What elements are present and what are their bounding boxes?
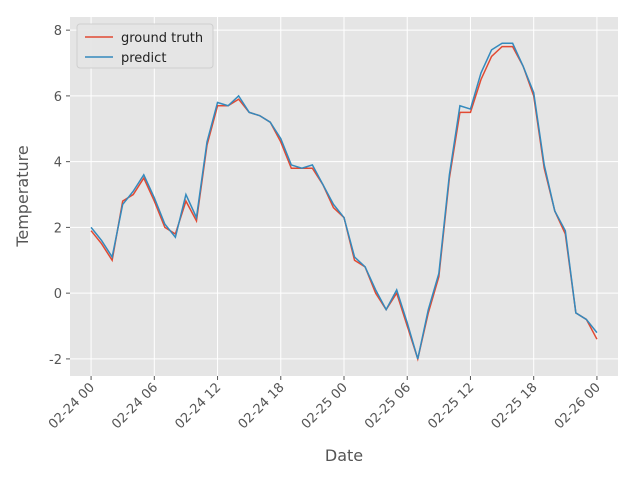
y-tick-label: 2 (54, 221, 62, 236)
x-tick-label: 02-25 12 (425, 380, 477, 432)
x-tick-label: 02-26 00 (552, 380, 604, 432)
grid (70, 17, 618, 376)
y-tick-label: 6 (54, 90, 62, 105)
x-tick-label: 02-25 18 (489, 380, 541, 432)
x-tick-label: 02-24 00 (46, 380, 98, 432)
legend-label: ground truth (121, 31, 203, 46)
x-tick-label: 02-24 06 (109, 380, 161, 432)
lines (90, 42, 598, 362)
y-tick-label: 8 (54, 24, 62, 39)
data-line (90, 42, 598, 360)
legend: ground truth predict (76, 23, 214, 69)
x-tick-label: 02-25 06 (362, 380, 414, 432)
y-tick-label: -2 (49, 353, 62, 368)
x-tick-label: 02-24 12 (172, 380, 224, 432)
legend-label: predict (121, 51, 166, 66)
y-axis-label: Temperature (13, 145, 32, 247)
x-tick-label: 02-24 18 (236, 380, 288, 432)
x-axis-label: Date (325, 446, 363, 465)
x-tick-label: 02-25 00 (299, 380, 351, 432)
y-tick-label: 4 (54, 156, 62, 171)
y-tick-label: 0 (54, 287, 62, 302)
